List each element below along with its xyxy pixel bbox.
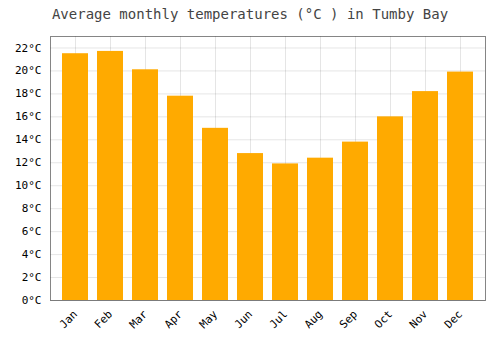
- svg-text:May: May: [197, 307, 221, 331]
- svg-text:Mar: Mar: [127, 307, 151, 331]
- svg-text:14°C: 14°C: [15, 133, 42, 146]
- svg-text:2°C: 2°C: [22, 271, 42, 284]
- svg-text:Dec: Dec: [442, 308, 465, 331]
- svg-text:Sep: Sep: [337, 308, 360, 331]
- svg-text:20°C: 20°C: [15, 64, 42, 77]
- svg-text:0°C: 0°C: [22, 294, 42, 307]
- svg-text:Nov: Nov: [407, 307, 431, 331]
- svg-text:6°C: 6°C: [22, 225, 42, 238]
- svg-text:Apr: Apr: [162, 307, 186, 331]
- svg-text:Aug: Aug: [302, 308, 325, 331]
- svg-text:Jun: Jun: [232, 308, 255, 331]
- svg-text:Feb: Feb: [92, 308, 115, 331]
- svg-text:8°C: 8°C: [22, 202, 42, 215]
- svg-text:22°C: 22°C: [15, 41, 42, 54]
- svg-text:Jul: Jul: [267, 308, 290, 331]
- svg-text:18°C: 18°C: [15, 87, 42, 100]
- svg-text:16°C: 16°C: [15, 110, 42, 123]
- svg-text:12°C: 12°C: [15, 156, 42, 169]
- html-text:Average monthly temperatures (: Average monthly temperatures (°C ) in Tu…: [51, 6, 449, 22]
- svg-text:Oct: Oct: [372, 308, 395, 331]
- svg-text:4°C: 4°C: [22, 248, 42, 261]
- svg-text:Jan: Jan: [57, 308, 80, 331]
- svg-text:10°C: 10°C: [15, 179, 42, 192]
